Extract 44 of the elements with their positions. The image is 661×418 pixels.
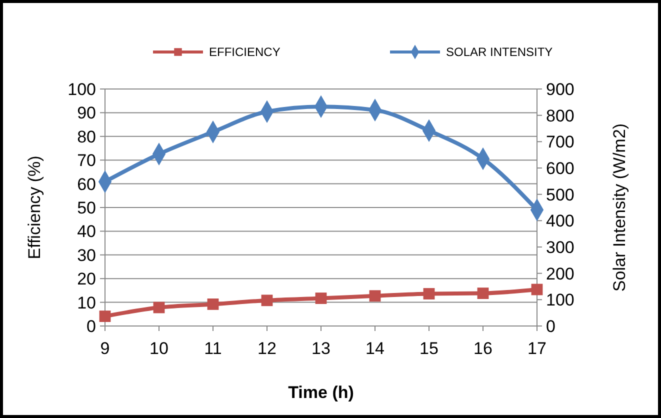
x-tick-label: 17 <box>528 338 546 358</box>
point <box>261 294 273 306</box>
point <box>315 292 327 304</box>
y2-tick-label: 200 <box>546 264 574 284</box>
y-axis-title: Efficiency (%) <box>25 156 44 260</box>
y2-tick-label: 100 <box>546 290 574 310</box>
point <box>207 298 219 310</box>
point <box>531 284 543 296</box>
point <box>477 288 489 299</box>
x-tick-label: 13 <box>312 338 330 358</box>
y-tick-label: 20 <box>77 270 96 289</box>
y2-tick-label: 600 <box>546 158 574 178</box>
y2-tick-label: 0 <box>546 316 556 336</box>
y-tick-label: 90 <box>77 104 96 123</box>
y2-tick-label: 800 <box>546 106 574 126</box>
y2-tick-label: 500 <box>546 185 574 204</box>
x-tick-label: 16 <box>474 338 492 358</box>
x-tick-label: 11 <box>204 338 222 358</box>
y-tick-label: 80 <box>77 127 96 146</box>
y-tick-label: 30 <box>77 246 96 265</box>
legend-label: EFFICIENCY <box>209 45 280 60</box>
y-tick-label: 60 <box>77 174 96 194</box>
point <box>99 310 111 322</box>
x-axis-title: Time (h) <box>288 383 354 402</box>
y2-tick-label: 900 <box>546 80 574 99</box>
y-tick-label: 50 <box>77 198 96 218</box>
x-tick-label: 15 <box>420 338 438 358</box>
y2-tick-label: 400 <box>546 212 574 231</box>
y-tick-label: 70 <box>77 151 96 170</box>
y-tick-label: 0 <box>86 316 96 336</box>
x-tick-label: 10 <box>150 338 168 358</box>
point <box>369 290 381 302</box>
y-tick-label: 10 <box>77 293 96 312</box>
y2-tick-label: 300 <box>546 238 574 257</box>
x-tick-label: 14 <box>366 338 384 358</box>
point <box>153 302 165 314</box>
y2-tick-label: 700 <box>546 132 574 152</box>
y-tick-label: 40 <box>77 222 96 242</box>
y2-axis-title: Solar Intensity (W/m2) <box>610 123 629 292</box>
legend-label: SOLAR INTENSITY <box>446 45 553 60</box>
point <box>423 288 435 300</box>
x-tick-label: 12 <box>258 338 276 358</box>
x-tick-label: 9 <box>100 338 110 358</box>
y-tick-label: 100 <box>68 80 96 99</box>
